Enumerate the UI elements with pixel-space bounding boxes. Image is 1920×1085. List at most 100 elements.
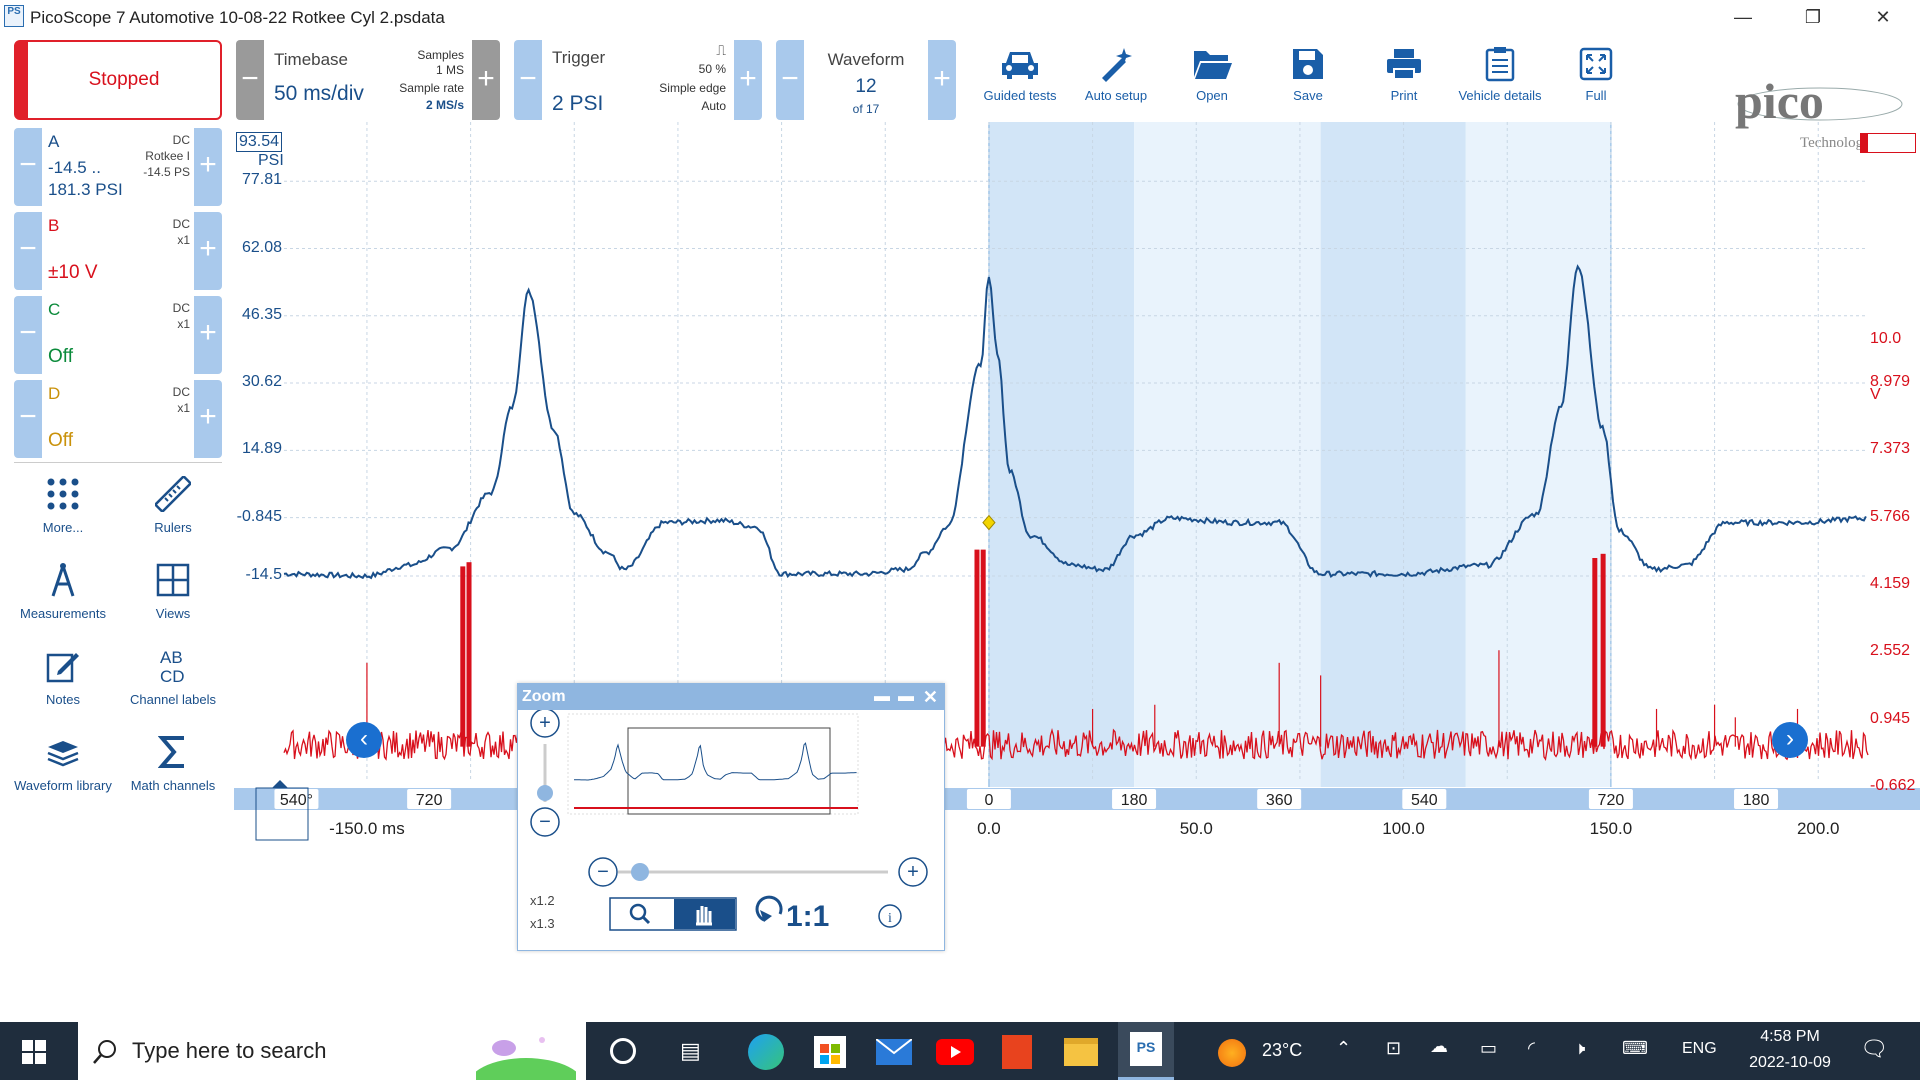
zoom-overview-window[interactable]: Zoom ▬ ▬ ✕ + − − + x1.2 x1.3 1:1 i xyxy=(517,683,945,951)
channel-b-increase-button[interactable]: + xyxy=(194,212,222,290)
clipboard-icon xyxy=(1454,40,1546,88)
trigger-mode[interactable]: Auto xyxy=(701,99,726,113)
save-button[interactable]: Save xyxy=(1262,40,1354,118)
trigger-value[interactable]: 2 PSI xyxy=(552,92,604,115)
tray-pen-icon[interactable]: ⊡ xyxy=(1386,1038,1402,1058)
zoom-restore-button[interactable]: ▬ xyxy=(898,688,914,705)
rotary-ruler-label: 540° xyxy=(280,792,313,809)
notes-icon xyxy=(8,640,118,692)
zoom-close-button[interactable]: ✕ xyxy=(922,687,938,707)
ruler-scroll-right-button[interactable]: › xyxy=(1772,722,1808,758)
channel-d-decrease-button[interactable]: − xyxy=(14,380,42,458)
sigma-icon xyxy=(118,726,228,778)
input-language[interactable]: ENG xyxy=(1682,1040,1717,1057)
waveform-next-button[interactable]: + xyxy=(928,40,956,120)
rulers-button[interactable]: Rulers xyxy=(118,468,228,535)
rotary-ruler[interactable]: 540°7201803605400180360540720180 xyxy=(234,780,1920,841)
channel-c-coupling: DC x1 xyxy=(172,301,190,331)
channel-a-increase-button[interactable]: + xyxy=(194,128,222,206)
edge-browser-icon[interactable] xyxy=(748,1034,784,1070)
channel-c-range[interactable]: Off xyxy=(48,346,73,367)
trigger-decrease-button[interactable]: − xyxy=(514,40,542,120)
notes-button[interactable]: Notes xyxy=(8,640,118,707)
waveform-number[interactable]: 12 xyxy=(855,76,877,97)
widgets-icon[interactable]: ▤ xyxy=(680,1038,701,1063)
trigger-type[interactable]: Simple edge xyxy=(659,81,726,95)
full-screen-button[interactable]: Full xyxy=(1550,40,1642,118)
channel-b-decrease-button[interactable]: − xyxy=(14,212,42,290)
b-axis-tick-label: 2.552 xyxy=(1870,642,1911,660)
sample-rate-value[interactable]: 2 MS/s xyxy=(425,98,464,112)
clock-date[interactable]: 2022-10-09 xyxy=(1749,1054,1831,1071)
close-button[interactable]: ✕ xyxy=(1875,7,1891,27)
ruler-scroll-left-button[interactable]: ‹ xyxy=(346,722,382,758)
weather-temperature[interactable]: 23°C xyxy=(1262,1040,1303,1060)
minimize-button[interactable]: — xyxy=(1734,7,1752,27)
zoom-overview[interactable]: + − − + x1.2 x1.3 1:1 i xyxy=(518,710,944,950)
samples-value[interactable]: 1 MS xyxy=(435,63,464,77)
waveform-library-button[interactable]: Waveform library xyxy=(8,726,118,793)
onedrive-cloud-icon[interactable]: ☁ xyxy=(1430,1036,1448,1056)
window-title: PicoScope 7 Automotive 10-08-22 Rotkee C… xyxy=(30,8,445,27)
print-label: Print xyxy=(1390,88,1418,103)
channel-a-range-low[interactable]: -14.5 .. xyxy=(48,158,101,177)
zoom-viewport-rect[interactable] xyxy=(627,727,831,815)
measurements-button[interactable]: Measurements xyxy=(8,554,118,621)
channel-d-range[interactable]: Off xyxy=(48,430,73,451)
keyboard-icon[interactable]: ⌨ xyxy=(1622,1038,1648,1058)
open-button[interactable]: Open xyxy=(1166,40,1258,118)
youtube-icon[interactable] xyxy=(936,1039,974,1065)
vehicle-details-button[interactable]: Vehicle details xyxy=(1454,40,1546,118)
a-axis-top-value[interactable]: 93.54 xyxy=(236,132,283,152)
more-button[interactable]: More... xyxy=(8,468,118,535)
channel-d-increase-button[interactable]: + xyxy=(194,380,222,458)
cylinder-band xyxy=(1134,122,1321,787)
zoom-horizontal-slider[interactable] xyxy=(631,863,649,881)
channel-c-increase-button[interactable]: + xyxy=(194,296,222,374)
clock-time[interactable]: 4:58 PM xyxy=(1760,1028,1820,1045)
mail-icon[interactable] xyxy=(875,1038,913,1065)
scope-chart[interactable]: 540°7201803605400180360540720180 -150.0 … xyxy=(234,122,1920,1022)
task-view-icon[interactable] xyxy=(610,1038,636,1064)
a-axis-tick-label: 14.89 xyxy=(241,440,282,458)
wifi-icon[interactable]: ◜ xyxy=(1528,1038,1535,1058)
zoom-minimize-button[interactable]: ▬ xyxy=(874,688,890,705)
print-button[interactable]: Print xyxy=(1358,40,1450,118)
store-icon[interactable] xyxy=(814,1036,846,1068)
notifications-icon[interactable]: 🗨 xyxy=(1860,1036,1888,1061)
b-axis-tick-label: -0.662 xyxy=(1870,777,1916,794)
channel-a-decrease-button[interactable]: − xyxy=(14,128,42,206)
auto-setup-button[interactable]: Auto setup xyxy=(1070,40,1162,118)
channel-b-offset-marker[interactable] xyxy=(1860,133,1916,153)
weather-sun-icon[interactable] xyxy=(1218,1039,1246,1067)
tray-chevron-icon[interactable]: ⌃ xyxy=(1336,1038,1352,1058)
trigger-increase-button[interactable]: + xyxy=(734,40,762,120)
waveform-previous-button[interactable]: − xyxy=(776,40,804,120)
channel-c-decrease-button[interactable]: − xyxy=(14,296,42,374)
channel-labels-button[interactable]: AB CD Channel labels xyxy=(118,640,228,707)
volume-icon[interactable]: 🕨 xyxy=(1574,1038,1586,1058)
ignition-spike xyxy=(980,549,986,747)
office-icon[interactable] xyxy=(1002,1035,1032,1069)
timebase-increase-button[interactable]: + xyxy=(472,40,500,120)
channel-a-range[interactable]: 181.3 PSI xyxy=(48,180,123,199)
scope-plot-area[interactable]: 540°7201803605400180360540720180 -150.0 … xyxy=(234,122,1920,1022)
views-button[interactable]: Views xyxy=(118,554,228,621)
zoom-info-icon: i xyxy=(888,911,892,926)
ignition-spike xyxy=(466,562,472,747)
picoscope-taskbar-button[interactable]: PS xyxy=(1118,1022,1174,1080)
timebase-value[interactable]: 50 ms/div xyxy=(274,82,364,105)
maximize-button[interactable]: ❐ xyxy=(1804,7,1822,27)
battery-icon[interactable]: ▭ xyxy=(1480,1038,1498,1058)
run-stop-button[interactable]: Stopped xyxy=(14,40,222,120)
channel-b-range[interactable]: ±10 V xyxy=(48,262,98,283)
file-explorer-icon[interactable] xyxy=(1064,1038,1098,1066)
b-axis-tick-label: 4.159 xyxy=(1870,574,1911,592)
trigger-level[interactable]: 50 % xyxy=(698,62,726,76)
windows-start-icon[interactable] xyxy=(22,1040,46,1064)
channel-d-letter: D xyxy=(48,384,61,403)
math-channels-button[interactable]: Math channels xyxy=(118,726,228,793)
timebase-decrease-button[interactable]: − xyxy=(236,40,264,120)
guided-tests-button[interactable]: Guided tests xyxy=(974,40,1066,118)
zoom-vertical-slider[interactable] xyxy=(537,785,553,801)
